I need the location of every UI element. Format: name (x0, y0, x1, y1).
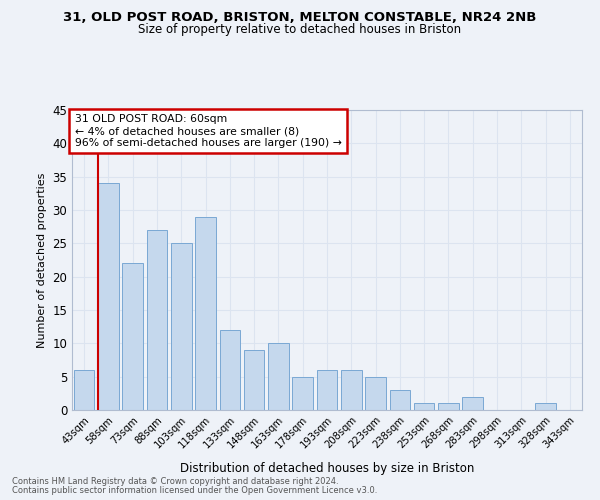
Text: 31 OLD POST ROAD: 60sqm
← 4% of detached houses are smaller (8)
96% of semi-deta: 31 OLD POST ROAD: 60sqm ← 4% of detached… (74, 114, 341, 148)
Bar (292, 376, 313, 410)
Bar (195, 216, 216, 410)
Bar (244, 350, 265, 410)
Text: Contains HM Land Registry data © Crown copyright and database right 2024.: Contains HM Land Registry data © Crown c… (12, 477, 338, 486)
Text: Contains public sector information licensed under the Open Government Licence v3: Contains public sector information licen… (12, 486, 377, 495)
Bar (268, 344, 289, 410)
Bar (98, 184, 119, 410)
Bar (74, 370, 94, 410)
Bar (389, 390, 410, 410)
Bar (220, 330, 240, 410)
Bar (414, 404, 434, 410)
Bar (317, 370, 337, 410)
Bar (535, 404, 556, 410)
Bar (365, 376, 386, 410)
X-axis label: Distribution of detached houses by size in Briston: Distribution of detached houses by size … (180, 462, 474, 474)
Text: Size of property relative to detached houses in Briston: Size of property relative to detached ho… (139, 22, 461, 36)
Bar (463, 396, 483, 410)
Y-axis label: Number of detached properties: Number of detached properties (37, 172, 47, 348)
Bar (341, 370, 362, 410)
Bar (122, 264, 143, 410)
Bar (438, 404, 459, 410)
Bar (171, 244, 191, 410)
Bar (146, 230, 167, 410)
Text: 31, OLD POST ROAD, BRISTON, MELTON CONSTABLE, NR24 2NB: 31, OLD POST ROAD, BRISTON, MELTON CONST… (64, 11, 536, 24)
